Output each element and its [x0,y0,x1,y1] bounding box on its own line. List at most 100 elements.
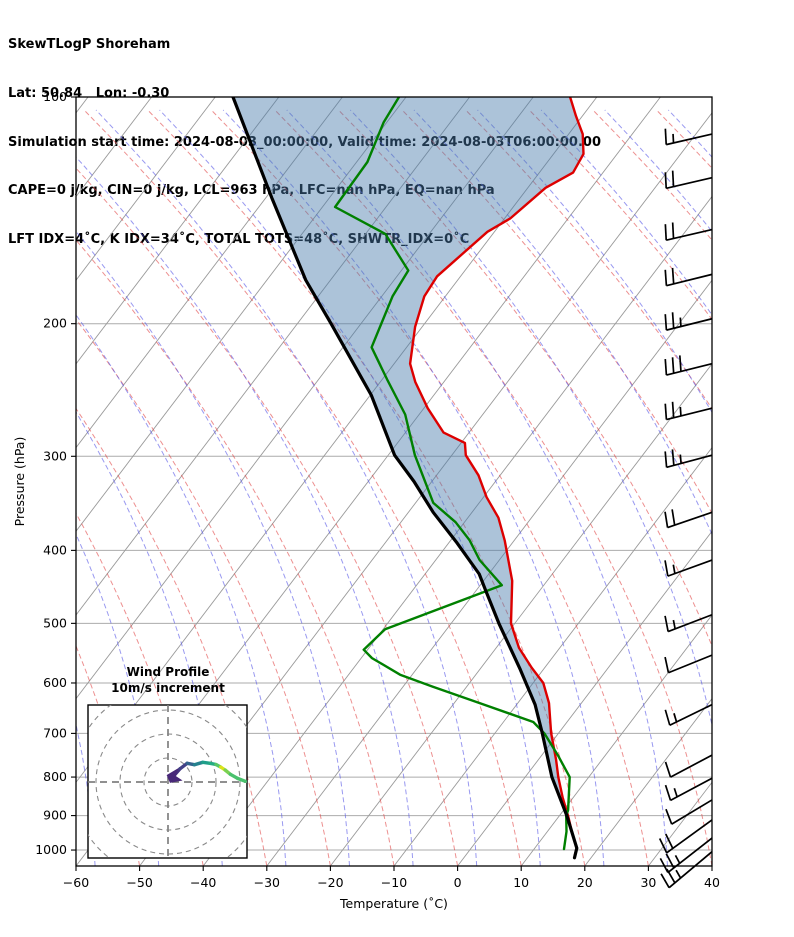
barb-staff [666,819,713,854]
barb-feather-full [671,449,675,466]
dewpoint-profile-line [333,97,571,851]
moist-adiabat-line [732,110,794,866]
wind-barbs [658,128,713,889]
isotherm-line [76,97,216,281]
barb-feather-full [664,511,669,528]
parcel-profile-line [231,97,579,860]
barb-feather-full [664,656,670,673]
dry-adiabat-line [274,109,712,866]
barb-feather-full [665,808,673,825]
x-tick-label: −20 [317,875,343,890]
dry-adiabat-line [76,167,459,866]
barb-staff [668,851,713,889]
barb-feather-half [672,564,676,574]
barb-feather-full [678,355,682,372]
barb-staff [670,777,713,802]
barb-feather-full [664,784,672,801]
moist-adiabat-line [76,314,287,866]
y-tick-label: 700 [43,725,67,740]
barb-staff [671,799,713,825]
temperature-profile-line [408,97,585,858]
dry-adiabat-line [401,109,712,515]
barb-feather-half [673,713,678,723]
y-tick-label: 500 [43,615,67,630]
dry-adiabat-line [338,109,712,648]
barb-feather-half [679,317,682,327]
barb-feather-full [664,269,668,286]
isotherm-line [520,614,712,866]
barb-feather-full [671,312,675,329]
barb-feather-full [671,357,675,374]
isotherm-line [457,530,712,866]
barb-feather-half [679,454,682,464]
barb-feather-full [664,451,668,468]
y-axis-label: Pressure (hPa) [12,437,27,527]
moist-adiabat-line [159,109,541,866]
moist-adiabat-line [413,109,712,536]
y-tick-label: 400 [43,542,67,557]
isotherm-line [584,697,712,866]
moist-adiabat-line [222,109,605,866]
dry-adiabat-line [465,109,712,410]
hodograph-trace-segment [235,776,247,783]
moist-adiabat-line [668,109,712,158]
barb-feather-half [674,854,681,864]
barb-feather-full [665,853,675,869]
barb-feather-full [664,359,668,376]
chart-header: SkewTLogP Shoreham Lat: 50.84 Lon: -0.30… [8,5,601,280]
dry-adiabat-line [76,318,331,866]
x-tick-label: 20 [577,875,593,890]
x-tick-label: −60 [63,875,89,890]
y-tick-label: 600 [43,675,67,690]
indices-line-2: LFT IDX=4˚C, K IDX=34˚C, TOTAL TOTS=48˚C… [8,231,470,247]
hodograph-subtitle: 10m/s increment [111,681,225,695]
y-tick-label: 1000 [35,842,67,857]
barb-feather-full [671,401,675,418]
moist-adiabat-line [604,109,712,233]
barb-staff [668,654,713,674]
barb-staff [667,837,713,874]
barb-feather-full [671,509,676,526]
barb-feather-full [660,873,670,889]
dry-adiabat-line [147,109,586,866]
barb-feather-full [666,868,676,884]
y-tick-label: 900 [43,808,67,823]
barb-feather-full [664,615,669,632]
moist-adiabat-line [95,109,478,866]
barb-feather-full [664,709,671,726]
dry-adiabat-line [83,109,522,866]
barb-feather-full [664,314,668,331]
dry-adiabat-line [76,239,395,866]
barb-feather-full [671,170,675,187]
barb-feather-half [672,619,676,630]
x-axis-label: Temperature (˚C) [339,896,448,911]
hodograph-start-marker [166,768,183,783]
barb-feather-full [664,172,668,189]
y-tick-label: 100 [43,89,67,104]
moist-adiabat-line [286,109,668,866]
isotherm-line [76,97,280,365]
isotherm-line [648,781,712,866]
barb-staff [669,703,713,726]
dry-adiabat-line [210,109,649,866]
x-tick-label: 0 [454,875,462,890]
moist-adiabat-line [477,109,712,414]
x-tick-label: −40 [190,875,216,890]
y-tick-label: 200 [43,316,67,331]
dry-adiabat-line [0,110,12,866]
barb-feather-full [664,403,668,420]
barb-feather-full [658,838,668,854]
indices-line-1: CAPE=0 j/kg, CIN=0 j/kg, LCL=963 hPa, LF… [8,183,495,199]
barb-feather-full [664,224,668,241]
x-tick-label: −30 [254,875,280,890]
barb-feather-full [671,222,675,239]
hodograph-title: Wind Profile [127,665,210,679]
barb-feather-full [664,833,674,849]
x-tick-label: 40 [704,875,720,890]
barb-feather-full [664,560,669,577]
moist-adiabat-line [540,109,712,316]
time-line: Simulation start time: 2024-08-03_00:00:… [8,134,601,150]
barb-feather-full [664,761,672,778]
isotherm-line [76,97,343,449]
